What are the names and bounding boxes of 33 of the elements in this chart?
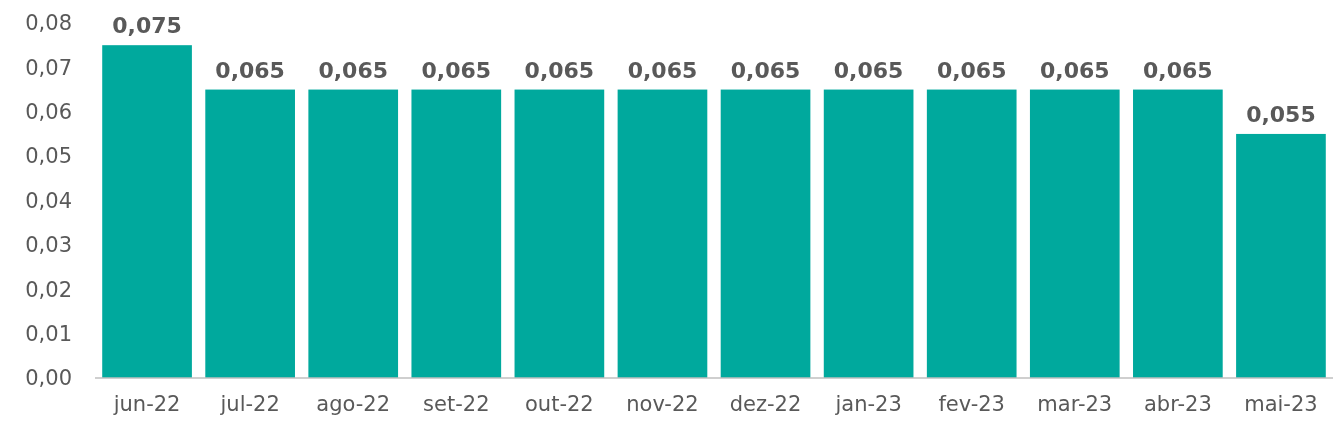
x-tick-label: ago-22 — [316, 392, 391, 416]
x-tick-label: jun-22 — [112, 392, 181, 416]
x-tick-label: jul-22 — [219, 392, 280, 416]
x-tick-label: mai-23 — [1244, 392, 1318, 416]
y-tick-label: 0,05 — [25, 144, 72, 169]
x-tick-label: fev-23 — [938, 392, 1005, 416]
x-tick-label: jan-23 — [834, 392, 902, 416]
y-tick-label: 0,02 — [25, 277, 72, 302]
data-label: 0,065 — [833, 57, 904, 83]
x-tick-label: dez-22 — [729, 392, 802, 416]
data-label: 0,065 — [1143, 57, 1213, 83]
y-tick-label: 0,04 — [25, 188, 72, 213]
data-label: 0,065 — [318, 57, 389, 83]
y-tick-label: 0,03 — [25, 233, 72, 258]
data-label: 0,065 — [524, 57, 595, 83]
data-label: 0,065 — [215, 57, 285, 83]
data-label: 0,065 — [936, 57, 1007, 83]
x-tick-label: mar-23 — [1037, 392, 1113, 416]
y-tick-label: 0,08 — [25, 11, 72, 36]
x-tick-label: set-22 — [423, 392, 490, 416]
x-tick-label: out-22 — [525, 392, 594, 416]
y-tick-label: 0,06 — [25, 100, 72, 125]
y-tick-label: 0,07 — [25, 55, 72, 80]
data-label: 0,065 — [730, 57, 801, 83]
x-tick-label: abr-23 — [1143, 392, 1212, 416]
data-label: 0,065 — [627, 57, 698, 83]
y-tick-label: 0,00 — [25, 366, 72, 391]
data-label: 0,065 — [1039, 57, 1110, 83]
y-tick-label: 0,01 — [25, 321, 72, 346]
data-label: 0,055 — [1246, 101, 1316, 127]
data-label: 0,075 — [112, 13, 182, 39]
x-tick-label: nov-22 — [626, 392, 699, 416]
data-label: 0,065 — [421, 57, 492, 83]
